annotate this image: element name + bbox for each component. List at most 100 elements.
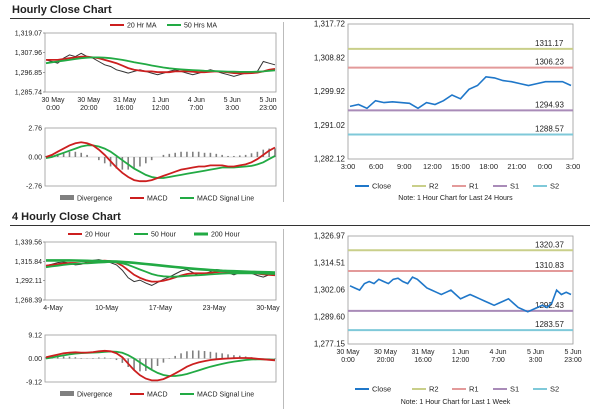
hourly-section-title: Hourly Close Chart bbox=[12, 4, 112, 16]
four-hourly-price-y-tick: 1,315.84 bbox=[15, 259, 42, 266]
hourly-macd-legend-macd-label: MACD bbox=[147, 196, 168, 203]
four-hourly-pivot-legend-s2-label: S2 bbox=[550, 385, 559, 394]
hourly-pivot-level-label-r1: 1306.23 bbox=[535, 58, 564, 67]
four-hourly-macd-series-macd bbox=[45, 349, 276, 382]
hourly-macd-legend-signal-label: MACD Signal Line bbox=[197, 196, 254, 203]
four-hourly-price-x-tick: 30-May bbox=[256, 305, 280, 312]
hourly-price-x-tick: 5 Jun bbox=[259, 97, 276, 104]
hourly-price-y-tick: 1,285.74 bbox=[15, 90, 42, 97]
four-hourly-pivot-legend-s1-label: S1 bbox=[510, 385, 519, 394]
four-hourly-price-legend-1-label: 50 Hour bbox=[151, 232, 177, 239]
four-hourly-macd-legend-macd-label: MACD bbox=[147, 392, 168, 399]
four-hourly-pivot-x-tick: 30 May bbox=[374, 349, 397, 356]
hourly-vertical-separator bbox=[283, 22, 284, 202]
hourly-price-x-tick: 5 Jun bbox=[224, 97, 241, 104]
hourly-pivot-level-label-s2: 1288.57 bbox=[535, 125, 564, 134]
hourly-pivot-x-tick: 21:00 bbox=[507, 162, 526, 171]
four-hourly-pivot-legend-close-label: Close bbox=[372, 385, 391, 394]
four-hourly-pivot-x-tick: 5 Jun bbox=[564, 349, 581, 356]
four-hourly-price-y-tick: 1,268.39 bbox=[15, 298, 42, 305]
four-hourly-pivot-plot-area bbox=[347, 235, 574, 345]
hourly-macd-legend-divergence-swatch bbox=[60, 195, 74, 200]
four-hourly-pivot-y-tick: 1,314.51 bbox=[314, 259, 346, 268]
hourly-pivot-y-tick: 1,317.72 bbox=[314, 20, 346, 29]
four-hourly-price-x-tick: 17-May bbox=[149, 305, 173, 312]
hourly-price-x-tick: 31 May bbox=[113, 97, 136, 104]
hourly-pivot-level-label-s1: 1294.93 bbox=[535, 100, 564, 109]
hourly-price-x-tick: 1 Jun bbox=[152, 97, 169, 104]
four-hourly-price-legend-0-label: 20 Hour bbox=[85, 232, 111, 239]
hourly-macd-y-tick: 0.00 bbox=[28, 155, 42, 162]
hourly-price-x-tick: 30 May bbox=[77, 97, 100, 104]
four-hourly-price-series-50-hour bbox=[45, 260, 276, 278]
hourly-price-series-close bbox=[45, 52, 276, 77]
four-hourly-pivot-series-close bbox=[349, 276, 572, 313]
hourly-macd-series-macd bbox=[45, 141, 276, 183]
four-hourly-pivot-y-tick: 1,277.15 bbox=[314, 340, 346, 349]
four-hourly-pivot-x-tick: 16:00 bbox=[414, 357, 432, 364]
four-hourly-pivot-x-tick: 12:00 bbox=[452, 357, 470, 364]
hourly-pivot-x-tick: 18:00 bbox=[479, 162, 498, 171]
hourly-pivot-plot-area bbox=[347, 23, 574, 160]
hourly-pivot-y-tick: 1,291.02 bbox=[314, 121, 346, 130]
hourly-pivot-y-tick: 1,282.12 bbox=[314, 155, 346, 164]
four-hourly-price-x-tick: 4-May bbox=[43, 305, 63, 312]
hourly-pivot-x-tick: 12:00 bbox=[423, 162, 442, 171]
hourly-price-x-tick: 30 May bbox=[42, 97, 65, 104]
hourly-section-divider bbox=[10, 18, 590, 19]
four-hourly-macd-legend-divergence-label: Divergence bbox=[77, 392, 113, 399]
four-hourly-pivot-x-tick: 4 Jun bbox=[489, 349, 506, 356]
hourly-pivot-note: Note: 1 Hour Chart for Last 24 Hours bbox=[398, 195, 513, 202]
four-hourly-pivot-y-tick: 1,302.06 bbox=[314, 286, 346, 295]
hourly-macd-legend-divergence-label: Divergence bbox=[77, 196, 113, 203]
four-hourly-pivot-x-tick: 30 May bbox=[337, 349, 360, 356]
four-hourly-pivot-x-tick: 0:00 bbox=[341, 357, 355, 364]
hourly-pivot-x-tick: 15:00 bbox=[451, 162, 470, 171]
hourly-macd-y-tick: 2.76 bbox=[28, 126, 42, 133]
four-hourly-vertical-separator bbox=[283, 229, 284, 409]
hourly-price-x-tick: 3:00 bbox=[225, 105, 239, 112]
four-hourly-macd-legend-divergence-swatch bbox=[60, 391, 74, 396]
four-hourly-pivot-x-tick: 7:00 bbox=[491, 357, 505, 364]
four-hourly-pivot-legend-r2-label: R2 bbox=[429, 385, 439, 394]
four-hourly-price-x-tick: 23-May bbox=[203, 305, 227, 312]
four-hourly-pivot-legend-r1-label: R1 bbox=[469, 385, 479, 394]
hourly-pivot-series-close bbox=[349, 75, 572, 110]
hourly-pivot-legend-r1-label: R1 bbox=[469, 182, 479, 191]
hourly-pivot-legend-s2-label: S2 bbox=[550, 182, 559, 191]
hourly-pivot-legend-r2-label: R2 bbox=[429, 182, 439, 191]
hourly-price-legend-0-label: 20 Hr MA bbox=[127, 23, 157, 30]
four-hourly-pivot-y-tick: 1,326.97 bbox=[314, 232, 346, 241]
four-hourly-pivot-x-tick: 31 May bbox=[412, 349, 435, 356]
four-hourly-pivot-level-label-s2: 1283.57 bbox=[535, 320, 564, 329]
hourly-price-legend-1-label: 50 Hrs MA bbox=[184, 23, 217, 30]
four-hourly-price-series-200-hour bbox=[46, 259, 276, 274]
four-hourly-macd-y-tick: 0.00 bbox=[28, 356, 42, 363]
hourly-pivot-x-tick: 6:00 bbox=[369, 162, 384, 171]
four-hourly-price-y-tick: 1,292.11 bbox=[15, 278, 42, 285]
hourly-price-x-tick: 16:00 bbox=[116, 105, 134, 112]
hourly-pivot-x-tick: 0:00 bbox=[538, 162, 553, 171]
hourly-price-series-50-hrs-ma bbox=[45, 56, 276, 73]
hourly-macd-series-macd-signal-line bbox=[45, 144, 276, 179]
hourly-price-y-tick: 1,319.07 bbox=[15, 31, 42, 38]
hourly-price-x-tick: 23:00 bbox=[259, 105, 277, 112]
hourly-pivot-x-tick: 3:00 bbox=[341, 162, 356, 171]
hourly-price-y-tick: 1,307.96 bbox=[15, 50, 42, 57]
four-hourly-price-legend-2-label: 200 Hour bbox=[211, 232, 240, 239]
four-hourly-macd-y-tick: 9.12 bbox=[28, 333, 42, 340]
four-hourly-pivot-x-tick: 5 Jun bbox=[527, 349, 544, 356]
hourly-price-x-tick: 4 Jun bbox=[188, 97, 205, 104]
four-hourly-price-y-tick: 1,339.56 bbox=[15, 240, 42, 247]
hourly-pivot-y-tick: 1,308.82 bbox=[314, 53, 346, 62]
hourly-price-y-tick: 1,296.85 bbox=[15, 70, 42, 77]
four-hourly-pivot-x-tick: 1 Jun bbox=[452, 349, 469, 356]
four-hourly-section-divider bbox=[10, 225, 590, 226]
hourly-price-x-tick: 12:00 bbox=[152, 105, 170, 112]
four-hourly-pivot-x-tick: 20:00 bbox=[377, 357, 395, 364]
hourly-pivot-x-tick: 3:00 bbox=[566, 162, 581, 171]
four-hourly-pivot-x-tick: 23:00 bbox=[564, 357, 582, 364]
hourly-macd-y-tick: -2.76 bbox=[26, 184, 42, 191]
hourly-price-series-20-hr-ma bbox=[46, 55, 276, 75]
